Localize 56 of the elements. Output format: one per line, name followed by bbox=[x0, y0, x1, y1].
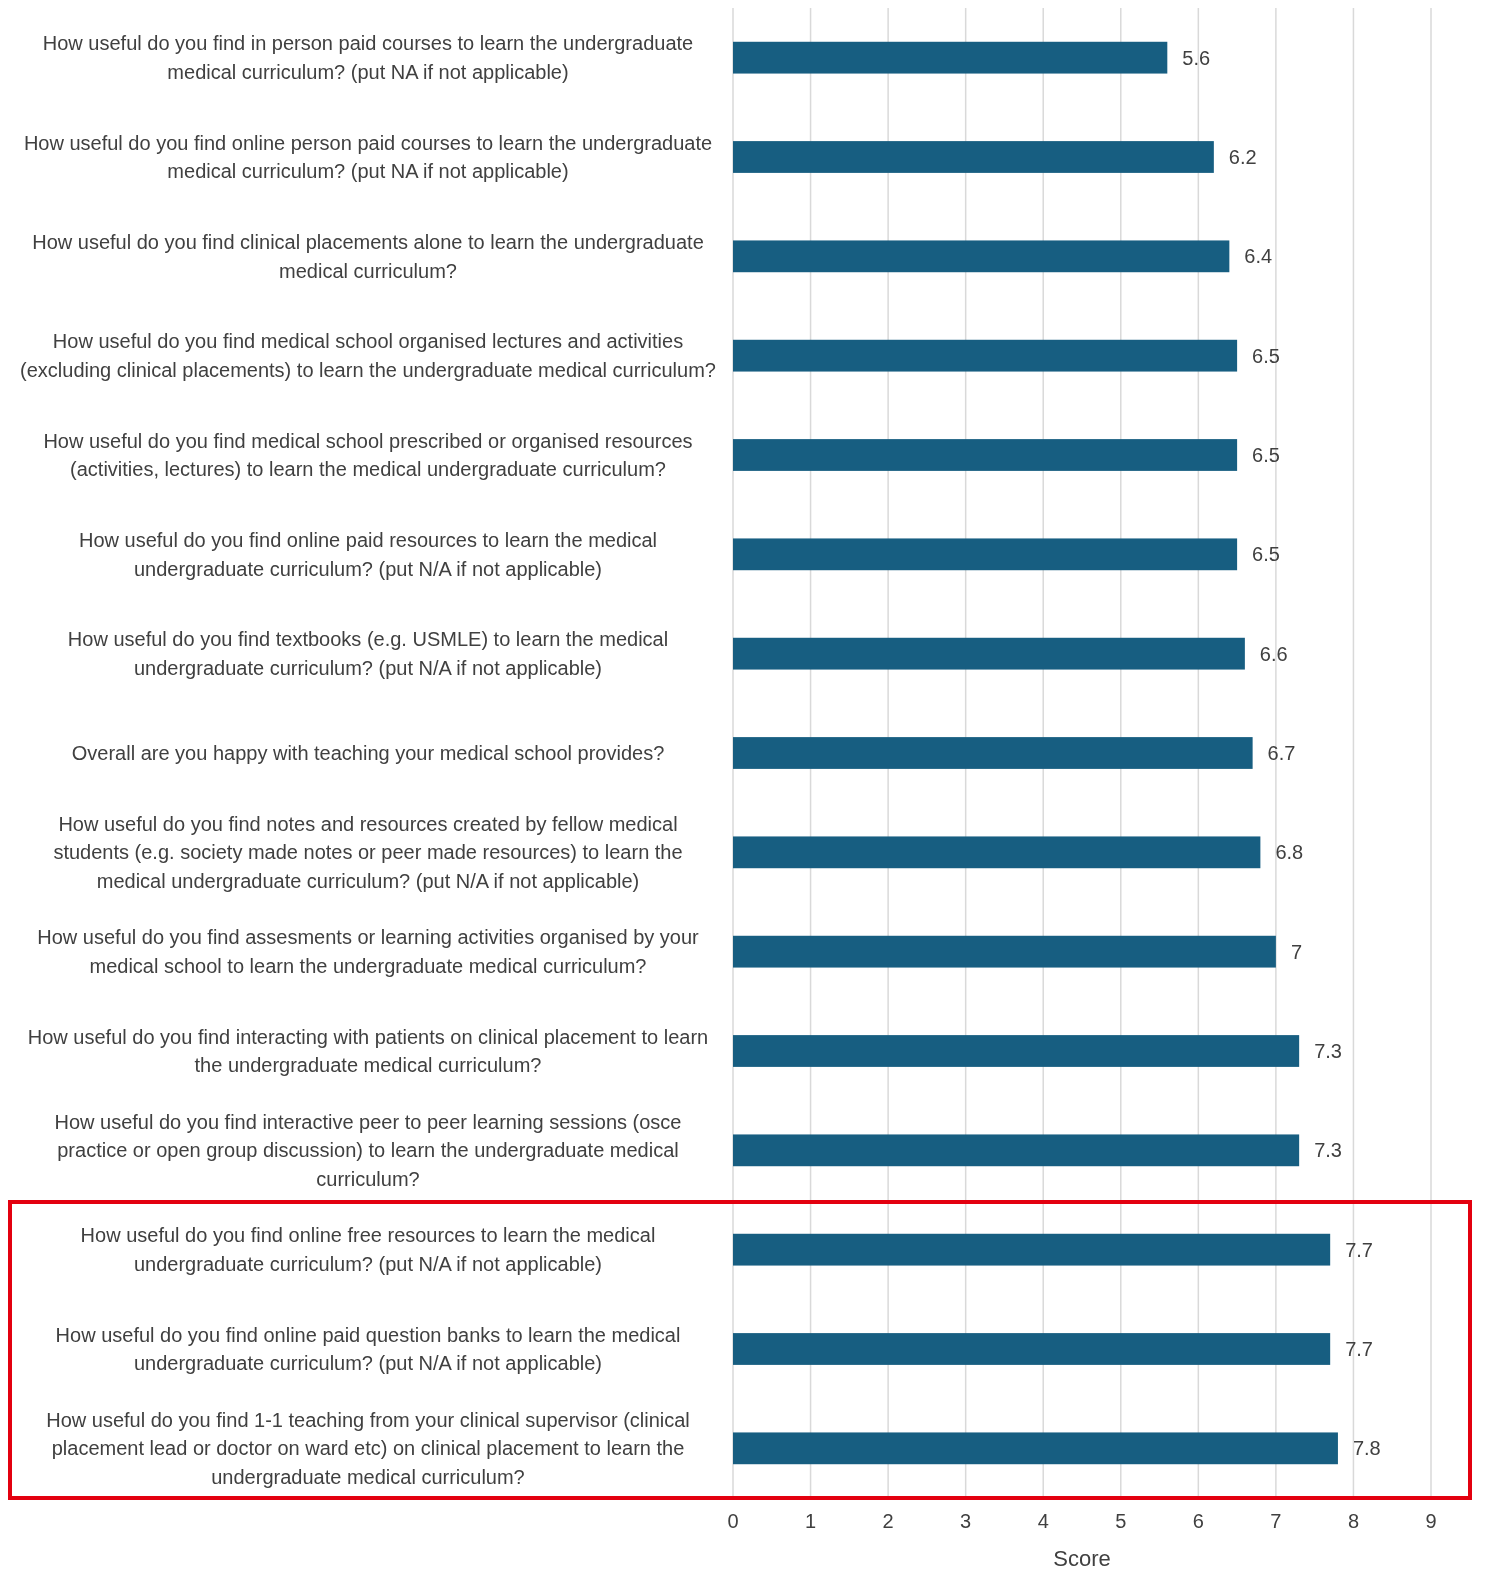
y-tick-label: How useful do you find clinical placements alone to learn the undergraduate medical curriculum? bbox=[32, 231, 704, 282]
x-tick-label: 4 bbox=[1037, 1510, 1049, 1532]
y-tick-label: How useful do you find online person paid courses to learn the undergraduate medical curriculum? (put NA if not applicable) bbox=[23, 131, 713, 183]
data-label: 7.3 bbox=[1314, 1139, 1342, 1162]
x-tick-label: 2 bbox=[882, 1510, 894, 1532]
y-tick-label: How useful do you find online free resources to learn the medical undergraduate curriculum? (put N/A if not applicable) bbox=[80, 1224, 656, 1275]
y-tick-label: How useful do you find medical school prescribed or organised resources (activities, lectures) to learn the medical undergraduate curriculum? bbox=[43, 429, 693, 481]
data-label: 7.8 bbox=[1352, 1437, 1381, 1460]
bar bbox=[733, 538, 1238, 571]
data-label: 6.7 bbox=[1267, 742, 1296, 764]
y-tick-label: How useful do you find textbooks (e.g. USMLE) to learn the medical undergraduate curriculum? (put N/A if not applicable) bbox=[67, 628, 669, 679]
y-tick-label: How useful do you find online paid resources to learn the medical undergraduate curriculum? (put N/A if not applicable) bbox=[78, 529, 658, 580]
data-label: 6.5 bbox=[1252, 543, 1280, 566]
y-tick-label: How useful do you find online paid question banks to learn the medical undergraduate curriculum? (put N/A if not applicable) bbox=[55, 1323, 681, 1375]
bar bbox=[733, 1134, 1300, 1167]
bar bbox=[733, 637, 1245, 670]
data-label: 6.5 bbox=[1252, 444, 1280, 466]
data-label: 6.5 bbox=[1252, 344, 1280, 367]
y-tick-label: How useful do you find medical school organised lectures and activities (excluding clinical placements) to learn the undergraduate medical curriculum? bbox=[20, 330, 716, 381]
data-label: 6.2 bbox=[1228, 146, 1257, 168]
data-label: 7.7 bbox=[1345, 1338, 1373, 1360]
x-tick-label: 9 bbox=[1425, 1510, 1437, 1532]
bar bbox=[733, 737, 1253, 769]
x-tick-label: 8 bbox=[1347, 1510, 1360, 1532]
x-tick-label: 1 bbox=[804, 1510, 817, 1532]
bar bbox=[733, 439, 1238, 471]
data-label: 7.7 bbox=[1345, 1238, 1373, 1261]
data-label: 5.6 bbox=[1182, 46, 1211, 69]
data-label: 7 bbox=[1290, 940, 1303, 963]
x-tick-label: 0 bbox=[727, 1510, 739, 1532]
y-tick-label: How useful do you find in person paid courses to learn the undergraduate medical curriculum? (put NA if not applicable) bbox=[42, 32, 694, 83]
x-tick-label: 7 bbox=[1270, 1510, 1282, 1532]
data-label: 6.6 bbox=[1259, 642, 1288, 665]
y-tick-label: Overall are you happy with teaching your medical school provides? bbox=[71, 742, 665, 764]
bar bbox=[733, 1233, 1331, 1266]
x-tick-label: 3 bbox=[960, 1510, 972, 1532]
x-axis-title: Score bbox=[1053, 1546, 1111, 1571]
y-tick-label: How useful do you find notes and resources created by fellow medical students (e.g. society made notes or peer made resources) to learn the medical undergraduate curriculum? (put N/A if not applicable) bbox=[53, 812, 683, 892]
y-tick-label: How useful do you find interactive peer to peer learning sessions (osce practice or open group discussion) to learn the undergraduate medical curriculum? bbox=[54, 1110, 682, 1190]
x-tick-label: 6 bbox=[1192, 1510, 1204, 1532]
data-label: 6.4 bbox=[1244, 245, 1273, 268]
bar bbox=[733, 1035, 1300, 1067]
data-label: 7.3 bbox=[1314, 1040, 1342, 1062]
bar bbox=[733, 339, 1238, 372]
bar bbox=[733, 1432, 1338, 1465]
x-tick-label: 5 bbox=[1115, 1510, 1127, 1532]
y-tick-label: How useful do you find 1-1 teaching from your clinical supervisor (clinical placement lead or doctor on ward etc) on clinical placement to learn the undergraduate medical curriculum? bbox=[46, 1408, 690, 1488]
bar bbox=[733, 141, 1214, 173]
y-tick-label: How useful do you find interacting with patients on clinical placement to learn the undergraduate medical curriculum? bbox=[27, 1025, 709, 1077]
bar bbox=[733, 1333, 1331, 1365]
bar bbox=[733, 240, 1230, 273]
bar bbox=[733, 836, 1261, 869]
y-tick-label: How useful do you find assesments or learning activities organised by your medical school to learn the undergraduate medical curriculum? bbox=[37, 926, 700, 977]
data-label: 6.8 bbox=[1275, 841, 1304, 864]
bar bbox=[733, 41, 1168, 74]
bar bbox=[733, 935, 1276, 968]
